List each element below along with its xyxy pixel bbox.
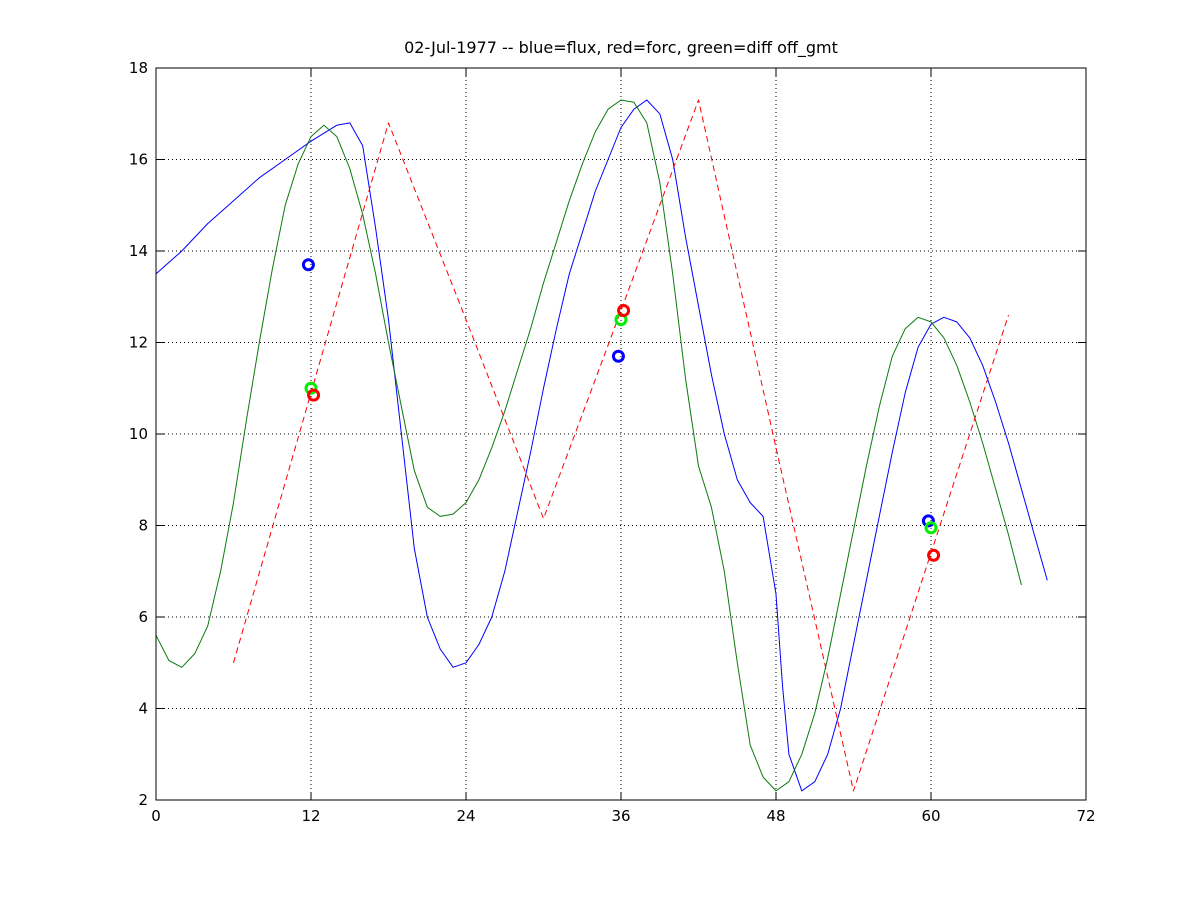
data-marker-7 [924, 521, 938, 535]
y-tick-label: 4 [138, 700, 148, 718]
marker-layer [301, 258, 941, 562]
x-tick-label: 24 [456, 807, 475, 825]
y-tick-label: 12 [129, 334, 148, 352]
chart-title: 02-Jul-1977 -- blue=flux, red=forc, gree… [404, 38, 838, 58]
data-marker-1 [304, 381, 318, 395]
series-line-2 [233, 99, 1009, 792]
data-marker-0 [301, 258, 315, 272]
series-layer [155, 99, 1048, 792]
x-tick-label: 36 [611, 807, 630, 825]
y-tick-label: 18 [129, 59, 148, 77]
data-marker-6 [921, 514, 935, 528]
y-tick-label: 6 [138, 608, 148, 626]
x-tick-label: 0 [151, 807, 161, 825]
grid [156, 68, 1086, 800]
x-tick-label: 48 [766, 807, 785, 825]
series-line-1 [155, 99, 1022, 792]
y-tick-label: 10 [129, 425, 148, 443]
series-line-0 [155, 99, 1048, 792]
data-marker-8 [927, 548, 941, 562]
y-tick-label: 2 [138, 791, 148, 809]
y-tick-label: 14 [129, 242, 148, 260]
x-tick-label: 12 [301, 807, 320, 825]
y-tick-label: 8 [138, 517, 148, 535]
x-tick-label: 72 [1076, 807, 1095, 825]
y-tick-label: 16 [129, 151, 148, 169]
data-marker-3 [611, 349, 625, 363]
data-marker-2 [307, 388, 321, 402]
data-marker-5 [617, 303, 631, 317]
x-tick-label: 60 [921, 807, 940, 825]
